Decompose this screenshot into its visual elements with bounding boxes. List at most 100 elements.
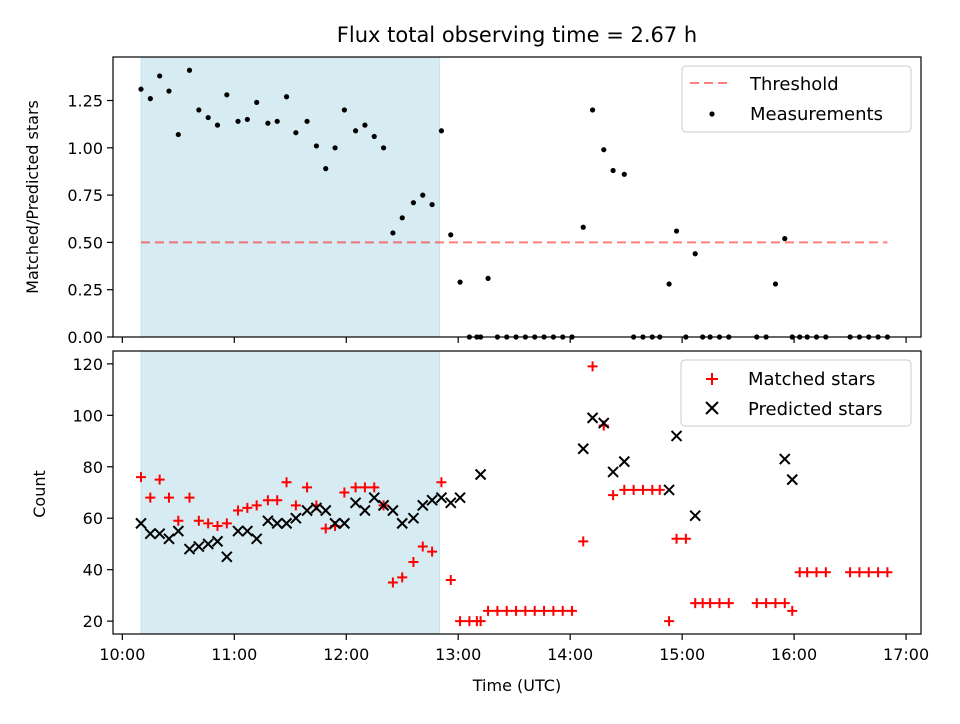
measurement-point bbox=[580, 224, 586, 230]
measurement-point bbox=[420, 192, 426, 198]
matched-star-point bbox=[873, 567, 884, 578]
matched-star-point bbox=[408, 556, 419, 567]
measurement-point bbox=[244, 116, 250, 123]
predicted-star-point bbox=[445, 497, 457, 509]
predicted-star-point bbox=[271, 517, 283, 530]
measurement-point bbox=[429, 201, 435, 208]
matched-star-point bbox=[221, 518, 232, 529]
matched-star-point bbox=[680, 533, 691, 544]
measurement-point bbox=[323, 166, 329, 172]
predicted-star-point bbox=[320, 504, 332, 517]
bottom-x-tick-label: 17:00 bbox=[883, 645, 929, 664]
top-panel: 0.00 0.25 0.50 0.75 1.00 1.25 Matched/Predict… bbox=[23, 56, 922, 347]
top-y-tick-label: 1.25 bbox=[67, 92, 103, 111]
matched-star-point bbox=[811, 567, 822, 578]
predicted-star-point bbox=[172, 525, 185, 537]
predicted-star-point bbox=[779, 453, 791, 465]
top-y-tick-label: 0.75 bbox=[67, 186, 103, 205]
predicted-star-point bbox=[618, 455, 631, 468]
predicted-star-point bbox=[301, 504, 313, 517]
matched-star-point bbox=[587, 361, 598, 372]
matched-star-point bbox=[779, 598, 790, 609]
matched-star-point bbox=[863, 567, 874, 578]
matched-star-point bbox=[163, 492, 174, 503]
predicted-star-point bbox=[241, 525, 254, 537]
measurement-point bbox=[313, 143, 319, 149]
matched-star-point bbox=[511, 605, 522, 616]
matched-star-point bbox=[654, 484, 665, 495]
figure-title: Flux total observing time = 2.67 h bbox=[337, 23, 697, 47]
measurement-point bbox=[224, 92, 230, 98]
bottom-x-tick-label: 10:00 bbox=[99, 645, 145, 664]
predicted-star-point bbox=[689, 509, 701, 522]
measurement-point bbox=[265, 120, 271, 126]
measurement-point bbox=[673, 228, 680, 234]
predicted-star-point bbox=[377, 499, 390, 512]
predicted-star-point bbox=[387, 504, 399, 517]
matched-star-point bbox=[233, 505, 244, 516]
matched-star-point bbox=[290, 500, 301, 511]
bottom-x-tick-label: 14:00 bbox=[547, 645, 593, 664]
predicted-star-point bbox=[193, 540, 205, 553]
predicted-legend-swatch bbox=[705, 401, 719, 415]
top-y-axis-label: Matched/Predicted stars bbox=[23, 100, 42, 294]
bottom-x-tick-label: 13:00 bbox=[435, 645, 481, 664]
matched-star-point bbox=[302, 482, 313, 493]
predicted-star-point bbox=[396, 517, 408, 530]
matched-star-point bbox=[262, 495, 273, 506]
matched-star-point bbox=[387, 577, 398, 588]
predicted-star-point bbox=[310, 502, 323, 514]
matched-star-point bbox=[705, 598, 716, 609]
predicted-star-point bbox=[368, 491, 380, 504]
measurement-point bbox=[772, 281, 779, 287]
measurement-point bbox=[186, 67, 193, 73]
matched-star-point bbox=[359, 482, 370, 493]
matched-star-point bbox=[520, 605, 531, 616]
measurement-point bbox=[399, 215, 405, 221]
predicted-star-point bbox=[786, 473, 798, 486]
top-observing-interval-shade bbox=[140, 56, 441, 338]
matched-star-point bbox=[539, 605, 550, 616]
matched-star-point bbox=[557, 605, 568, 616]
predicted-star-point bbox=[417, 499, 429, 512]
predicted-star-point bbox=[135, 517, 147, 530]
measurement-point bbox=[274, 118, 280, 124]
predicted-star-point bbox=[598, 417, 610, 429]
predicted-star-point bbox=[232, 525, 244, 537]
top-y-tick-label: 1.00 bbox=[67, 139, 103, 158]
measurement-point bbox=[293, 130, 299, 136]
threshold-legend-label: Threshold bbox=[749, 74, 839, 95]
matched-star-point bbox=[761, 598, 772, 609]
measurement-point bbox=[457, 279, 463, 285]
measurement-point bbox=[362, 122, 368, 128]
measurement-point bbox=[254, 99, 260, 106]
matched-star-point bbox=[802, 567, 813, 578]
matched-star-point bbox=[787, 605, 798, 616]
measurement-point bbox=[341, 107, 347, 113]
measurement-point bbox=[352, 128, 359, 134]
predicted-star-point bbox=[670, 430, 683, 442]
matched-star-point bbox=[723, 598, 734, 609]
predicted-star-point bbox=[454, 491, 466, 504]
predicted-star-point bbox=[407, 512, 420, 524]
matched-star-point bbox=[135, 472, 146, 483]
matched-legend-swatch bbox=[706, 373, 718, 385]
matched-star-point bbox=[193, 515, 204, 526]
measurement-point bbox=[782, 236, 788, 242]
matched-star-point bbox=[671, 533, 682, 544]
measurement-point bbox=[448, 232, 454, 238]
measurement-point bbox=[332, 145, 338, 151]
measurement-point bbox=[601, 147, 607, 153]
top-y-tick-label: 0.25 bbox=[67, 281, 103, 300]
bottom-y-tick-label: 60 bbox=[83, 509, 103, 528]
predicted-star-point bbox=[202, 538, 214, 550]
matched-star-point bbox=[483, 605, 494, 616]
bottom-y-tick-label: 20 bbox=[83, 612, 103, 631]
matched-star-point bbox=[242, 502, 253, 513]
matched-star-point bbox=[637, 484, 648, 495]
matched-star-point bbox=[184, 492, 195, 503]
measurement-point bbox=[371, 133, 377, 140]
bottom-x-tick-label: 16:00 bbox=[771, 645, 817, 664]
bottom-x-tick-label: 11:00 bbox=[211, 645, 257, 664]
matched-star-point bbox=[320, 523, 331, 534]
